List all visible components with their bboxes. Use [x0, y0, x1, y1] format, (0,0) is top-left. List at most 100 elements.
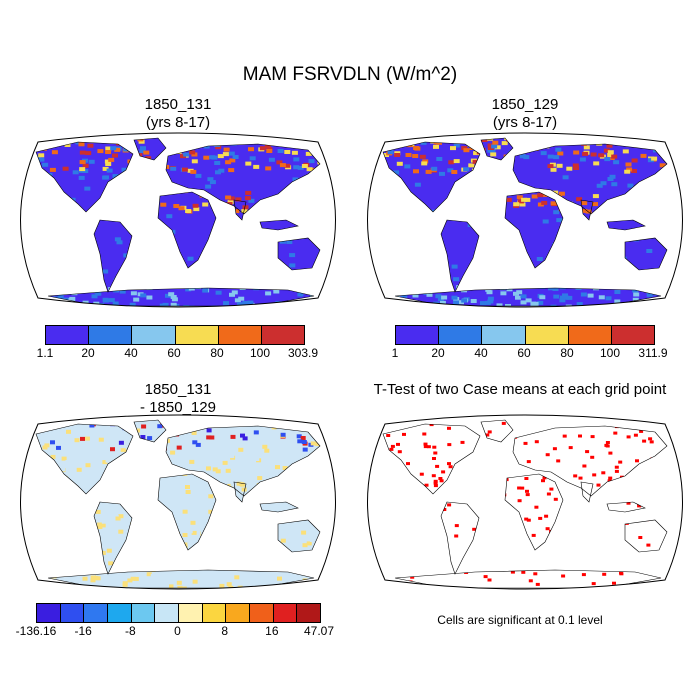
- south-america-coastline: [440, 219, 480, 293]
- colorbar-segment: [108, 604, 132, 622]
- figure-title: MAM FSRVDLN (W/m^2): [242, 64, 458, 85]
- colorbar-tick-label: -136.16: [15, 624, 57, 638]
- colorbar-tick-label: 303.9: [287, 346, 319, 360]
- colorbar-segment: [84, 604, 109, 622]
- india-coastline: [233, 481, 247, 503]
- south-america-coastline: [93, 219, 133, 293]
- australia-coastline: [624, 237, 668, 271]
- panel2-title-line2: (yrs 8-17): [492, 114, 558, 131]
- map-panel-ttest: [367, 414, 683, 590]
- colorbar-segment: [297, 604, 321, 622]
- greenland-coastline: [133, 419, 167, 443]
- eurasia-coastline: [165, 425, 321, 497]
- africa-coastline: [504, 191, 564, 269]
- map-border: [367, 132, 683, 308]
- map-border: [20, 132, 336, 308]
- colorbar-segment: [37, 604, 61, 622]
- colorbar-tick-label: 100: [599, 346, 621, 360]
- panel4-title: T-Test of two Case means at each grid po…: [340, 381, 700, 399]
- colorbar-segment: [132, 326, 176, 344]
- colorbar-1850-129: [395, 325, 655, 345]
- eurasia-coastline: [165, 143, 321, 215]
- south-america-coastline: [93, 501, 133, 575]
- colorbar-tick-label: 100: [249, 346, 271, 360]
- greenland-coastline: [480, 419, 514, 443]
- india-coastline: [580, 199, 594, 221]
- colorbar-tick-label: 8: [221, 624, 228, 638]
- colorbar-tick-label: 60: [167, 346, 181, 360]
- map-panel-1850-129: [367, 132, 683, 308]
- colorbar-tick-label: -8: [124, 624, 136, 638]
- colorbar-segment: [155, 604, 180, 622]
- panel2-title: 1850_129 (yrs 8-17): [405, 96, 645, 132]
- map-panel-1850-131: [20, 132, 336, 308]
- africa-coastline: [504, 473, 564, 551]
- colorbar-tick-label: 0: [174, 624, 181, 638]
- colorbar-tick-label: 20: [431, 346, 445, 360]
- colorbar-segment: [250, 604, 274, 622]
- colorbar-tick-label: 60: [517, 346, 531, 360]
- india-coastline: [233, 199, 247, 221]
- north-america-coastline: [35, 141, 134, 213]
- colorbar-segment: [175, 326, 219, 344]
- colorbar-tick-label: 20: [81, 346, 95, 360]
- panel1-title: 1850_131 (yrs 8-17): [58, 96, 298, 132]
- australia-coastline: [277, 519, 321, 553]
- colorbar-tick-label: -16: [74, 624, 92, 638]
- map-border: [367, 414, 683, 590]
- indonesia-coastline: [259, 219, 299, 231]
- colorbar-segment: [226, 604, 251, 622]
- australia-coastline: [277, 237, 321, 271]
- africa-coastline: [157, 191, 217, 269]
- colorbar-segment: [439, 326, 483, 344]
- ocean: [367, 415, 683, 589]
- eurasia-coastline: [512, 425, 668, 497]
- colorbar-tick-label: 47.07: [303, 624, 335, 638]
- panel3-title-line2: - 1850_129: [140, 399, 216, 416]
- panel1-title-line2: (yrs 8-17): [145, 114, 211, 131]
- africa-coastline: [157, 473, 217, 551]
- colorbar-segment: [525, 326, 569, 344]
- colorbar-segment: [218, 326, 262, 344]
- colorbar-tick-label: 1.1: [36, 346, 54, 360]
- significance-note: Cells are significant at 0.1 level: [437, 613, 603, 627]
- india-coastline: [580, 481, 594, 503]
- colorbar-segment: [89, 326, 133, 344]
- panel4-title-line1: T-Test of two Case means at each grid po…: [373, 381, 667, 398]
- colorbar-segment: [46, 326, 90, 344]
- colorbar-tick-label: 40: [474, 346, 488, 360]
- colorbar-tick-label: 40: [124, 346, 138, 360]
- south-america-coastline: [440, 501, 480, 575]
- colorbar-tick-label: 80: [560, 346, 574, 360]
- colorbar-segment: [179, 604, 203, 622]
- map-border: [20, 414, 336, 590]
- north-america-coastline: [382, 141, 481, 213]
- indonesia-coastline: [259, 501, 299, 513]
- colorbar-segment: [482, 326, 526, 344]
- colorbar-1850-131: [45, 325, 305, 345]
- map-panel-difference: [20, 414, 336, 590]
- indonesia-coastline: [606, 219, 646, 231]
- north-america-coastline: [35, 423, 134, 495]
- colorbar-tick-label: 311.9: [638, 346, 668, 360]
- colorbar-segment: [396, 326, 440, 344]
- greenland-coastline: [480, 137, 514, 161]
- eurasia-coastline: [512, 143, 668, 215]
- greenland-coastline: [133, 137, 167, 161]
- colorbar-segment: [261, 326, 305, 344]
- colorbar-tick-label: 1: [391, 346, 399, 360]
- colorbar-segment: [611, 326, 655, 344]
- colorbar-difference: [36, 603, 321, 623]
- colorbar-segment: [273, 604, 298, 622]
- panel3-title-line1: 1850_131: [144, 381, 212, 398]
- australia-coastline: [624, 519, 668, 553]
- panel2-title-line1: 1850_129: [491, 96, 559, 113]
- north-america-coastline: [382, 423, 481, 495]
- colorbar-segment: [202, 604, 227, 622]
- colorbar-segment: [568, 326, 612, 344]
- indonesia-coastline: [606, 501, 646, 513]
- colorbar-tick-label: 16: [265, 624, 279, 638]
- colorbar-segment: [60, 604, 85, 622]
- colorbar-tick-label: 80: [210, 346, 224, 360]
- panel1-title-line1: 1850_131: [144, 96, 212, 113]
